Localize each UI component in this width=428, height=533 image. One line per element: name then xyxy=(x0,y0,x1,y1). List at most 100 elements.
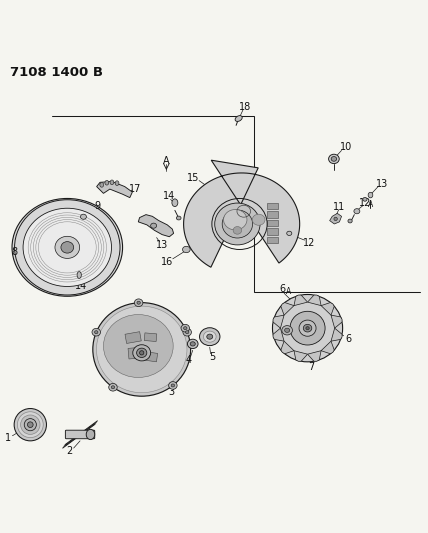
Ellipse shape xyxy=(172,199,178,207)
Ellipse shape xyxy=(137,301,140,304)
Text: 11: 11 xyxy=(333,202,345,212)
Polygon shape xyxy=(281,303,294,315)
Bar xyxy=(267,220,278,226)
Ellipse shape xyxy=(100,182,104,187)
Ellipse shape xyxy=(169,382,177,389)
Ellipse shape xyxy=(96,306,187,393)
Polygon shape xyxy=(321,341,334,354)
Ellipse shape xyxy=(222,210,253,238)
Text: 4: 4 xyxy=(185,355,192,365)
Ellipse shape xyxy=(285,328,290,333)
Bar xyxy=(267,228,278,235)
Text: 2: 2 xyxy=(66,447,73,456)
Text: 6: 6 xyxy=(279,284,285,294)
Text: 10: 10 xyxy=(340,142,352,152)
Ellipse shape xyxy=(368,192,373,198)
Ellipse shape xyxy=(18,412,43,438)
Text: 6: 6 xyxy=(345,334,351,344)
Bar xyxy=(125,332,141,343)
Bar xyxy=(128,347,146,359)
Bar xyxy=(267,237,278,243)
Text: 5: 5 xyxy=(209,352,215,362)
Polygon shape xyxy=(281,341,294,354)
Ellipse shape xyxy=(187,339,198,349)
Ellipse shape xyxy=(95,330,98,334)
Ellipse shape xyxy=(110,180,114,184)
Ellipse shape xyxy=(117,327,160,365)
Polygon shape xyxy=(330,213,342,224)
Ellipse shape xyxy=(223,209,247,230)
Bar xyxy=(144,333,157,342)
Ellipse shape xyxy=(235,116,242,122)
Ellipse shape xyxy=(306,327,309,329)
Ellipse shape xyxy=(303,324,312,332)
Ellipse shape xyxy=(111,386,115,389)
Ellipse shape xyxy=(348,219,352,223)
Bar xyxy=(267,211,278,217)
Text: 18: 18 xyxy=(239,102,251,112)
Polygon shape xyxy=(273,315,284,328)
Text: 15: 15 xyxy=(187,173,199,183)
Ellipse shape xyxy=(110,320,167,372)
Text: 17: 17 xyxy=(129,184,142,193)
Ellipse shape xyxy=(184,327,187,330)
Text: 13: 13 xyxy=(376,179,388,189)
Ellipse shape xyxy=(23,208,112,286)
Ellipse shape xyxy=(133,345,151,361)
Ellipse shape xyxy=(273,294,343,362)
Ellipse shape xyxy=(190,342,195,346)
Text: 12: 12 xyxy=(303,238,315,248)
Ellipse shape xyxy=(331,157,337,161)
Polygon shape xyxy=(97,181,132,198)
Ellipse shape xyxy=(12,198,122,296)
Ellipse shape xyxy=(185,330,189,334)
Ellipse shape xyxy=(104,314,173,377)
Text: 7108 1400 B: 7108 1400 B xyxy=(10,66,103,79)
Text: 1: 1 xyxy=(5,433,11,443)
Ellipse shape xyxy=(24,418,36,431)
Text: 3: 3 xyxy=(168,387,175,397)
Ellipse shape xyxy=(354,209,360,214)
Ellipse shape xyxy=(109,383,117,391)
Ellipse shape xyxy=(215,203,260,245)
Ellipse shape xyxy=(137,348,147,358)
Ellipse shape xyxy=(140,351,144,355)
Text: A: A xyxy=(368,200,374,209)
Ellipse shape xyxy=(134,299,143,306)
Polygon shape xyxy=(321,303,334,315)
Ellipse shape xyxy=(252,214,265,225)
Ellipse shape xyxy=(93,303,190,396)
Polygon shape xyxy=(273,328,284,341)
Ellipse shape xyxy=(115,181,119,185)
Ellipse shape xyxy=(61,241,74,253)
Ellipse shape xyxy=(86,430,95,440)
Text: 14: 14 xyxy=(163,191,175,201)
Bar xyxy=(267,203,278,209)
Ellipse shape xyxy=(199,328,220,345)
Ellipse shape xyxy=(207,334,213,339)
Ellipse shape xyxy=(182,246,190,253)
Text: 14: 14 xyxy=(75,281,87,290)
Ellipse shape xyxy=(171,384,175,387)
Ellipse shape xyxy=(151,223,157,228)
Ellipse shape xyxy=(27,422,33,427)
Text: A: A xyxy=(163,156,169,166)
Text: 7: 7 xyxy=(308,362,314,372)
Ellipse shape xyxy=(290,311,325,345)
Ellipse shape xyxy=(183,328,191,336)
Ellipse shape xyxy=(55,236,80,259)
Polygon shape xyxy=(308,295,321,305)
Ellipse shape xyxy=(203,331,216,342)
Text: A: A xyxy=(286,287,291,296)
Ellipse shape xyxy=(363,197,367,201)
Text: 16: 16 xyxy=(161,257,173,267)
Polygon shape xyxy=(331,315,342,328)
Ellipse shape xyxy=(80,214,86,219)
Polygon shape xyxy=(184,160,300,267)
Text: 8: 8 xyxy=(11,247,17,256)
Ellipse shape xyxy=(105,180,109,185)
Ellipse shape xyxy=(282,326,292,335)
Ellipse shape xyxy=(287,231,292,236)
FancyBboxPatch shape xyxy=(65,430,95,439)
Ellipse shape xyxy=(21,415,40,434)
